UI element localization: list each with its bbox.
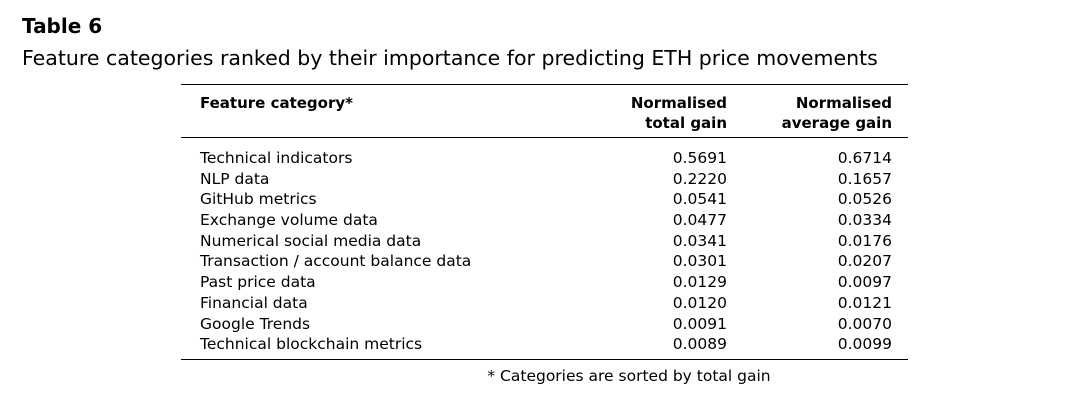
table-header-rule	[181, 137, 908, 138]
header-average-gain-line1: Normalised	[795, 94, 892, 112]
row-total-gain: 0.0091	[672, 314, 727, 333]
row-average-gain: 0.0097	[837, 273, 892, 292]
table-row: Technical indicators 0.5691 0.6714	[181, 148, 908, 169]
table-row: Financial data 0.0120 0.0121	[181, 293, 908, 314]
table-row: Google Trends 0.0091 0.0070	[181, 314, 908, 335]
table-footnote-container: * Categories are sorted by total gain	[0, 366, 1080, 386]
table-row: Transaction / account balance data 0.0301…	[181, 251, 908, 272]
row-feature-category: Technical indicators	[200, 149, 353, 167]
header-total-gain-line1: Normalised	[630, 94, 727, 112]
table-row: NLP data 0.2220 0.1657	[181, 169, 908, 190]
table-row: Past price data 0.0129 0.0097	[181, 272, 908, 293]
header-feature-category: Feature category*	[200, 94, 353, 112]
header-normalised-total-gain: Normalised total gain	[631, 93, 727, 133]
table-row: Numerical social media data 0.0341 0.0176	[181, 231, 908, 252]
header-total-gain-line2: total gain	[645, 114, 727, 132]
row-feature-category: Past price data	[200, 273, 316, 292]
row-feature-category: Exchange volume data	[200, 211, 378, 230]
row-total-gain: 0.2220	[672, 169, 727, 188]
row-total-gain: 0.0341	[672, 231, 727, 250]
row-total-gain: 0.0477	[672, 211, 727, 230]
row-feature-category: Transaction / account balance data	[200, 252, 472, 271]
row-feature-category: NLP data	[200, 169, 270, 188]
row-average-gain: 0.0176	[837, 231, 892, 250]
row-total-gain: 0.0541	[672, 190, 727, 209]
row-average-gain: 0.1657	[837, 169, 892, 188]
row-average-gain: 0.0099	[837, 335, 892, 354]
feature-importance-table: Feature category* Normalised total gain …	[181, 84, 908, 360]
row-feature-category: Google Trends	[200, 314, 311, 333]
table-label: Table 6	[22, 14, 103, 38]
row-average-gain: 0.6714	[837, 149, 892, 167]
row-total-gain: 0.0089	[672, 335, 727, 354]
header-normalised-average-gain: Normalised average gain	[782, 93, 892, 133]
header-average-gain-line2: average gain	[781, 114, 892, 132]
row-average-gain: 0.0070	[837, 314, 892, 333]
row-total-gain: 0.0120	[672, 293, 727, 312]
row-feature-category: Financial data	[200, 293, 308, 312]
row-average-gain: 0.0207	[837, 252, 892, 271]
row-feature-category: GitHub metrics	[200, 190, 317, 209]
row-feature-category: Technical blockchain metrics	[200, 335, 423, 354]
table-header-row: Feature category* Normalised total gain …	[181, 85, 908, 137]
table-top-rule	[181, 84, 908, 85]
table-caption: Feature categories ranked by their impor…	[22, 46, 878, 70]
table-bottom-rule	[181, 358, 908, 360]
row-total-gain: 0.0129	[672, 273, 727, 292]
row-average-gain: 0.0526	[837, 190, 892, 209]
table-row: Technical blockchain metrics 0.0089 0.0099	[181, 334, 908, 355]
row-feature-category: Numerical social media data	[200, 231, 422, 250]
table-row: Exchange volume data 0.0477 0.0334	[181, 210, 908, 231]
table-footnote: * Categories are sorted by total gain	[487, 367, 771, 385]
table-body: Technical indicators 0.5691 0.6714 NLP data…	[181, 138, 908, 359]
table-row: GitHub metrics 0.0541 0.0526	[181, 189, 908, 210]
row-total-gain: 0.5691	[672, 149, 727, 167]
row-average-gain: 0.0334	[837, 211, 892, 230]
row-total-gain: 0.0301	[672, 252, 727, 271]
row-average-gain: 0.0121	[837, 293, 892, 312]
